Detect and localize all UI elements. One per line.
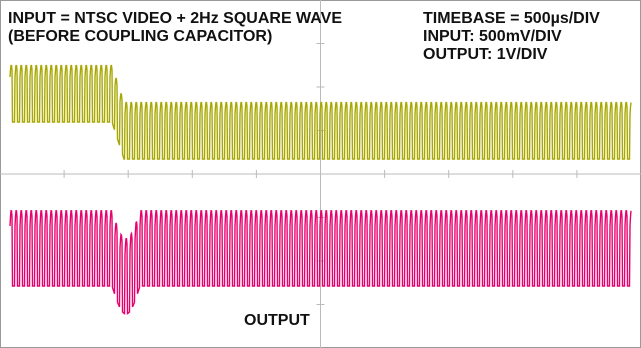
output-scale-label: OUTPUT: 1V/DIV	[423, 46, 548, 63]
input-scale-label: INPUT: 500mV/DIV	[423, 28, 562, 45]
input-description-line1: INPUT = NTSC VIDEO + 2Hz SQUARE WAVE	[8, 10, 342, 27]
input-trace	[9, 64, 632, 160]
output-waveform	[9, 210, 632, 315]
timebase-label: TIMEBASE = 500µs/DIV	[423, 10, 600, 27]
input-waveform	[9, 64, 632, 160]
output-label: OUTPUT	[244, 312, 310, 329]
output-trace	[9, 210, 632, 315]
input-description-line2: (BEFORE COUPLING CAPACITOR)	[8, 28, 273, 45]
